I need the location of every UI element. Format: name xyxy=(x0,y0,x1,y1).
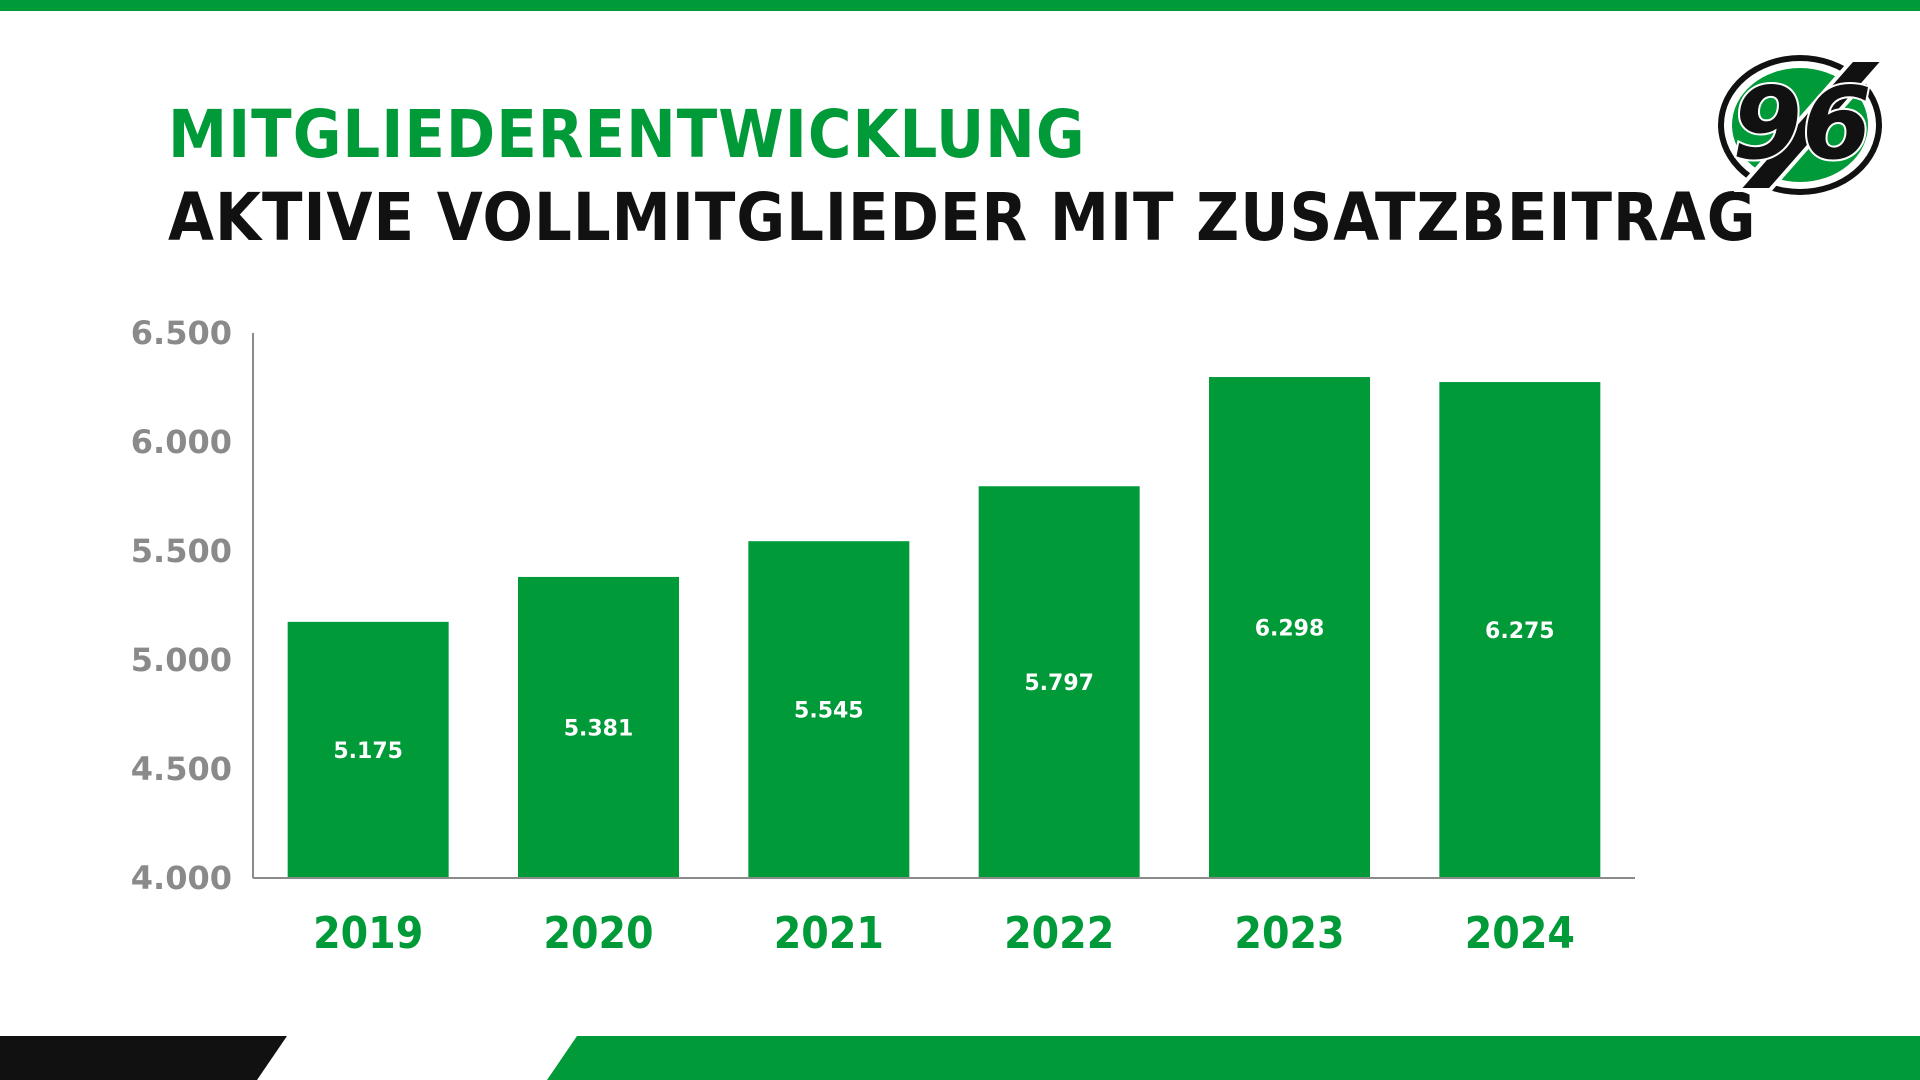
y-axis-ticks: 4.000 4.500 5.000 5.500 6.000 6.500 xyxy=(131,314,232,897)
y-tick-label: 4.000 xyxy=(131,859,232,897)
bar-value-label: 5.797 xyxy=(1024,671,1094,696)
y-tick-label: 5.500 xyxy=(131,532,232,570)
logo-text: 96 xyxy=(1732,65,1871,182)
category-labels: 2019 2020 2021 2022 2023 2024 xyxy=(313,908,1575,959)
bar-value-label: 5.381 xyxy=(564,716,634,741)
bar-2024 xyxy=(1439,382,1601,878)
bar-value-label: 6.275 xyxy=(1485,619,1555,644)
bar-2020 xyxy=(518,576,679,878)
x-category-label: 2024 xyxy=(1465,908,1575,959)
bar-2019 xyxy=(287,621,449,878)
chart-title: MITGLIEDERENTWICKLUNG xyxy=(168,96,1086,173)
x-category-label: 2020 xyxy=(543,908,653,959)
bar-value-label: 5.545 xyxy=(794,699,864,724)
y-tick-label: 4.500 xyxy=(131,750,232,788)
top-accent-stripe xyxy=(0,0,1920,11)
bottom-accent-band xyxy=(0,1036,1920,1080)
y-tick-label: 5.000 xyxy=(131,641,232,679)
y-tick-label: 6.000 xyxy=(131,423,232,461)
bar-2021 xyxy=(748,541,910,878)
chart-subtitle: AKTIVE VOLLMITGLIEDER MIT ZUSATZBEITRAG xyxy=(168,179,1757,256)
value-labels: 5.175 5.381 5.545 5.797 6.298 6.275 xyxy=(333,617,1554,764)
bar-value-label: 5.175 xyxy=(333,739,403,764)
x-category-label: 2023 xyxy=(1234,908,1344,959)
x-category-label: 2022 xyxy=(1004,908,1114,959)
x-category-label: 2021 xyxy=(774,908,884,959)
x-category-label: 2019 xyxy=(313,908,423,959)
bars xyxy=(287,377,1601,878)
bar-2022 xyxy=(978,486,1140,878)
bar-2023 xyxy=(1209,377,1370,878)
y-tick-label: 6.500 xyxy=(131,314,232,352)
bar-value-label: 6.298 xyxy=(1255,617,1325,642)
club-crest-96-icon: 96 xyxy=(1718,55,1888,195)
